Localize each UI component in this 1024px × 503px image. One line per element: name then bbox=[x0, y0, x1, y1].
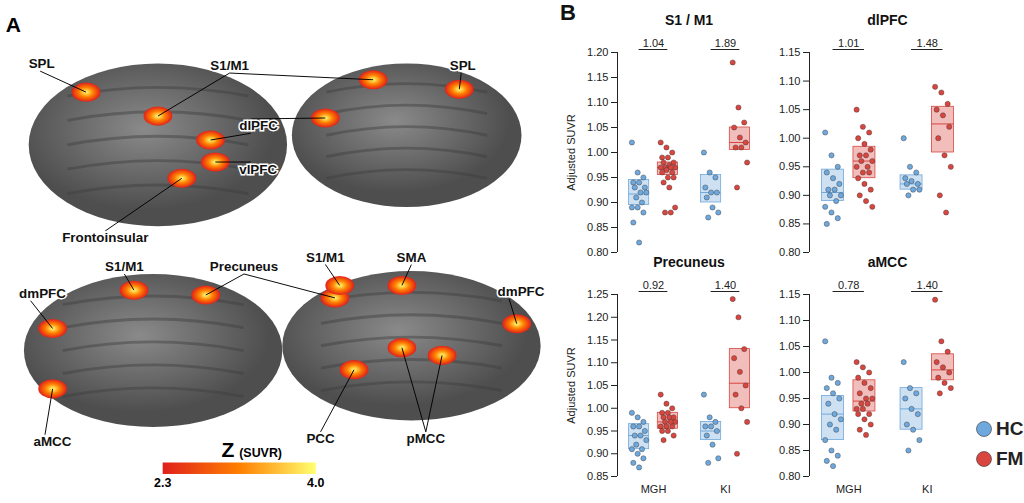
svg-text:MGH: MGH bbox=[836, 483, 862, 495]
svg-text:0.80: 0.80 bbox=[779, 470, 800, 482]
svg-text:S1/M1: S1/M1 bbox=[105, 259, 144, 274]
svg-text:0.85: 0.85 bbox=[779, 444, 800, 456]
svg-text:1.25: 1.25 bbox=[587, 288, 608, 300]
svg-text:1.00: 1.00 bbox=[779, 132, 800, 144]
svg-text:0.90: 0.90 bbox=[587, 447, 608, 459]
svg-text:dmPFC: dmPFC bbox=[498, 284, 545, 299]
svg-text:0.95: 0.95 bbox=[587, 171, 608, 183]
svg-text:MGH: MGH bbox=[641, 483, 667, 495]
svg-text:0.92: 0.92 bbox=[643, 279, 664, 291]
svg-text:0.80: 0.80 bbox=[587, 246, 608, 258]
svg-text:1.10: 1.10 bbox=[587, 356, 608, 368]
svg-text:1.10: 1.10 bbox=[779, 75, 800, 87]
svg-text:1.15: 1.15 bbox=[779, 288, 800, 300]
svg-text:0.90: 0.90 bbox=[779, 418, 800, 430]
svg-text:1.89: 1.89 bbox=[715, 37, 736, 49]
svg-text:1.20: 1.20 bbox=[587, 46, 608, 58]
svg-text:1.40: 1.40 bbox=[715, 279, 736, 291]
svg-text:S1/M1: S1/M1 bbox=[210, 58, 249, 73]
svg-text:0.85: 0.85 bbox=[587, 470, 608, 482]
svg-text:0.80: 0.80 bbox=[779, 246, 800, 258]
svg-text:KI: KI bbox=[720, 483, 730, 495]
svg-text:Adjusted SUVR: Adjusted SUVR bbox=[565, 347, 577, 423]
svg-text:0.95: 0.95 bbox=[587, 425, 608, 437]
svg-text:1.48: 1.48 bbox=[917, 37, 938, 49]
svg-text:0.85: 0.85 bbox=[779, 217, 800, 229]
svg-text:0.85: 0.85 bbox=[587, 221, 608, 233]
svg-text:1.05: 1.05 bbox=[587, 379, 608, 391]
svg-text:SPL: SPL bbox=[29, 56, 55, 71]
html-text:aMCC: aMCC bbox=[867, 254, 908, 270]
svg-text:vlPFC: vlPFC bbox=[239, 162, 277, 177]
html-text:Precuneus: Precuneus bbox=[653, 254, 725, 270]
svg-text:1.05: 1.05 bbox=[779, 103, 800, 115]
html-text:B: B bbox=[560, 0, 576, 25]
svg-text:1.15: 1.15 bbox=[587, 334, 608, 346]
svg-text:dlPFC: dlPFC bbox=[239, 118, 278, 133]
svg-text:(SUVR): (SUVR) bbox=[239, 446, 282, 460]
svg-text:SPL: SPL bbox=[450, 58, 476, 73]
svg-text:PCC: PCC bbox=[306, 431, 335, 446]
svg-text:pMCC: pMCC bbox=[406, 431, 445, 446]
svg-text:aMCC: aMCC bbox=[33, 434, 71, 449]
svg-text:S1/M1: S1/M1 bbox=[306, 250, 345, 265]
svg-text:KI: KI bbox=[922, 483, 932, 495]
svg-text:Z: Z bbox=[222, 438, 235, 461]
svg-text:1.10: 1.10 bbox=[779, 314, 800, 326]
svg-text:1.05: 1.05 bbox=[587, 121, 608, 133]
svg-text:0.90: 0.90 bbox=[779, 189, 800, 201]
svg-text:2.3: 2.3 bbox=[154, 476, 171, 490]
svg-text:1.04: 1.04 bbox=[643, 37, 664, 49]
svg-text:1.00: 1.00 bbox=[587, 146, 608, 158]
html-text:HC: HC bbox=[996, 418, 1024, 439]
svg-text:A: A bbox=[6, 13, 21, 36]
svg-text:0.95: 0.95 bbox=[779, 160, 800, 172]
svg-text:0.95: 0.95 bbox=[779, 392, 800, 404]
html-text:dlPFC: dlPFC bbox=[867, 12, 908, 28]
svg-text:SMA: SMA bbox=[397, 250, 427, 265]
svg-text:0.78: 0.78 bbox=[838, 279, 859, 291]
html-text:S1 / M1: S1 / M1 bbox=[664, 12, 714, 28]
svg-text:1.40: 1.40 bbox=[917, 279, 938, 291]
svg-text:1.00: 1.00 bbox=[587, 402, 608, 414]
svg-text:1.15: 1.15 bbox=[587, 71, 608, 83]
svg-text:dmPFC: dmPFC bbox=[19, 286, 66, 301]
svg-text:Adjusted SUVR: Adjusted SUVR bbox=[565, 114, 577, 190]
svg-text:1.05: 1.05 bbox=[779, 340, 800, 352]
svg-text:0.90: 0.90 bbox=[587, 196, 608, 208]
svg-text:Precuneus: Precuneus bbox=[210, 259, 278, 274]
svg-text:1.20: 1.20 bbox=[587, 311, 608, 323]
html-text:FM: FM bbox=[996, 448, 1024, 469]
svg-text:1.10: 1.10 bbox=[587, 96, 608, 108]
svg-text:Frontoinsular: Frontoinsular bbox=[62, 230, 148, 245]
svg-text:4.0: 4.0 bbox=[307, 476, 324, 490]
svg-text:1.00: 1.00 bbox=[779, 366, 800, 378]
svg-text:1.15: 1.15 bbox=[779, 46, 800, 58]
svg-text:1.01: 1.01 bbox=[838, 37, 859, 49]
